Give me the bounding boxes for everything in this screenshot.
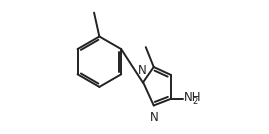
- Text: N: N: [150, 111, 159, 124]
- Text: N: N: [138, 64, 147, 77]
- Text: NH: NH: [183, 91, 201, 104]
- Text: 2: 2: [192, 97, 197, 106]
